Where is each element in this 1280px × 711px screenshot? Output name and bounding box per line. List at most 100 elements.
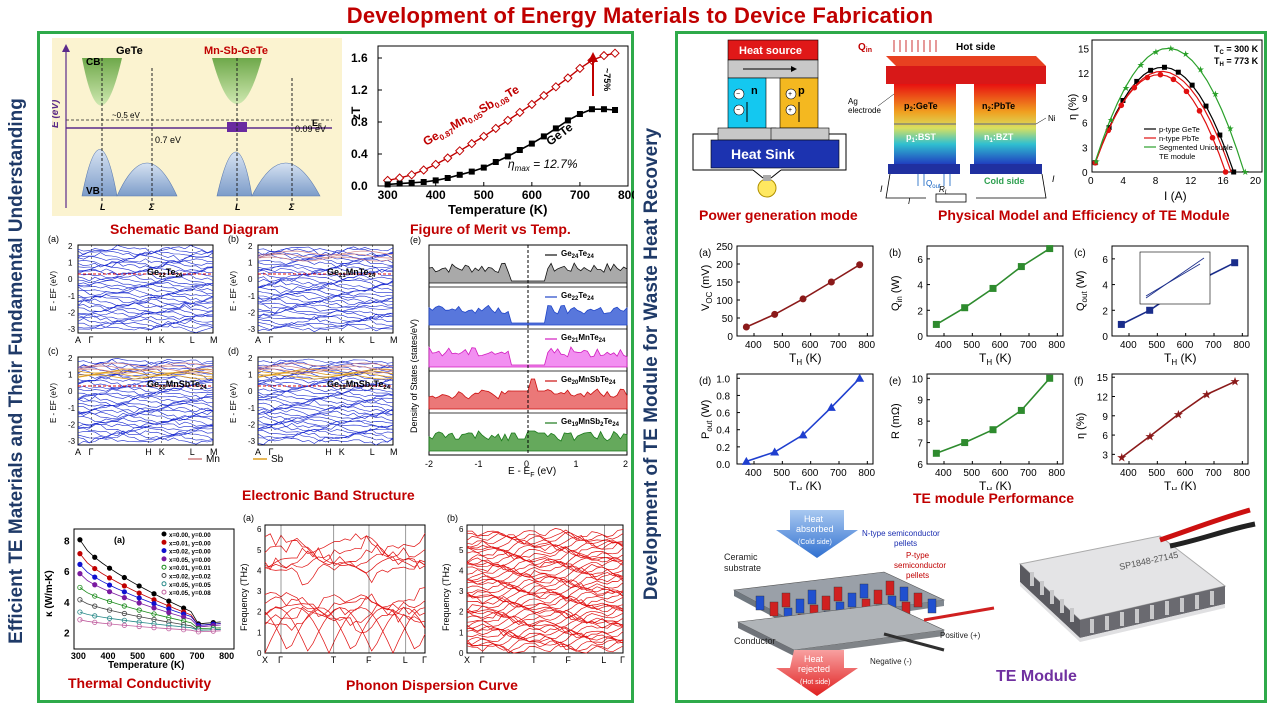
- vb-label: VB: [86, 186, 100, 197]
- perf-xtick-label: 600: [992, 340, 1009, 351]
- efficiency-marker: ★: [1122, 83, 1130, 93]
- band-panel-compound: Ge20MnSbTe24: [147, 379, 207, 391]
- perf-chart: (f) 400 500 600 700 800 3 6 9 12 15 ★ ★ ★ ★ ★ η (%) TH (K…: [1074, 373, 1250, 490]
- band-line: [257, 319, 394, 327]
- thermal-xtick-label: 500: [130, 651, 145, 661]
- band-ytick-label: 1: [68, 371, 73, 380]
- perf-xtick-label: 600: [802, 340, 819, 351]
- efficiency-line: [1094, 47, 1245, 173]
- perf-chart-tag: (a): [699, 248, 711, 259]
- band-line: [77, 283, 214, 291]
- band-ylabel: E - EF (eV): [49, 383, 58, 423]
- perf-xtick-label: 400: [935, 340, 952, 351]
- band-line: [257, 359, 394, 368]
- zt-marker-a: [443, 153, 453, 163]
- mn-band: [77, 365, 214, 371]
- band-ytick-label: 2: [248, 354, 253, 363]
- phonon-kpoint-label: X: [464, 655, 470, 665]
- band-line: [77, 314, 213, 323]
- band-line: [77, 279, 214, 287]
- k-point-label: L: [190, 335, 195, 345]
- zt-marker-b: [492, 159, 499, 165]
- efficiency-marker: ★: [1226, 123, 1234, 133]
- perf-chart: (e) 400 500 600 700 800 6 7 8 9 10 R (mΩ) TH (K): [889, 373, 1065, 490]
- phonon-ytick-label: 6: [459, 525, 464, 534]
- perf-xtick-label: 700: [830, 468, 847, 479]
- zt-marker-a: [527, 99, 537, 110]
- band-line: [77, 246, 214, 256]
- perf-ytick-label: 0: [917, 332, 923, 343]
- eff-ylabel: η (%): [1068, 94, 1079, 120]
- svg-text:Qin: Qin: [858, 42, 872, 54]
- perf-ylabel: η (%): [1075, 413, 1087, 439]
- thermal-legend-label: x=0.05, y=0.08: [169, 590, 211, 597]
- perf-xtick-label: 800: [1233, 468, 1250, 479]
- band-diagram: E (eV) CB VB GeTe Mn-Sb-GeTe EF ~0.5 eV …: [52, 38, 342, 216]
- band-ytick-label: 0: [68, 275, 73, 284]
- thermal-marker: [77, 537, 83, 543]
- perf-xtick-label: 800: [858, 340, 875, 351]
- perf-ytick-label: 0.0: [716, 460, 730, 471]
- band-line: [77, 263, 214, 273]
- mn-band: [257, 250, 394, 256]
- sb-band: [77, 374, 214, 380]
- band-line: [257, 274, 394, 282]
- pellet: [833, 586, 843, 602]
- band-line: [77, 397, 214, 407]
- dos-row-label: Ge21MnTe24: [561, 333, 606, 344]
- svg-text:Heat: Heat: [804, 514, 824, 524]
- zt-marker-b: [456, 171, 463, 178]
- phonon-ytick-label: 0: [459, 649, 464, 658]
- ef-label: E: [312, 118, 318, 128]
- k-point-label: L: [190, 447, 195, 457]
- gete-label: GeTe: [116, 45, 143, 57]
- svg-text:pellets: pellets: [906, 571, 929, 580]
- thermal-ytick-label: 4: [64, 598, 70, 609]
- te-module-diagram: Heat absorbed (Cold side) Heat rejected …: [724, 510, 995, 696]
- perf-chart: (b) 400 500 600 700 800 0 2 4 6 Qin (W) TH (K): [889, 245, 1065, 367]
- perf-marker: [1046, 374, 1054, 382]
- band-line: [257, 294, 394, 304]
- band-line: [78, 323, 214, 333]
- band-ytick-label: 2: [248, 242, 253, 251]
- perf-xlabel: TH (K): [789, 351, 821, 367]
- perf-ylabel: Pout (W): [700, 400, 714, 439]
- thermal-legend-label: x=0.00, y=0.00: [169, 532, 211, 539]
- band-line: [77, 395, 214, 405]
- pellet: [795, 598, 805, 614]
- thermal-line: [79, 619, 221, 633]
- zt-xtick-label: 300: [378, 188, 398, 202]
- mn-band: [257, 253, 394, 259]
- perf-ylabel: Qin (W): [890, 275, 904, 311]
- perf-marker: [827, 278, 835, 286]
- perf-marker: [1146, 306, 1154, 314]
- k-point-label: M: [390, 335, 398, 345]
- band-panel: (d) A Γ H K L M 2 1 0 -1 -2 -3 E - EF (eV) Ge19MnSb2Te…: [228, 346, 398, 457]
- phonon-kpoint-label: Γ: [422, 655, 427, 665]
- phonon-branch: [466, 577, 624, 589]
- band-ytick-label: -1: [68, 292, 76, 301]
- band-ytick-label: 1: [68, 259, 73, 268]
- perf-xtick-label: 500: [963, 468, 980, 479]
- band-line: [77, 409, 214, 420]
- band-line: [77, 308, 214, 316]
- band-line: [257, 269, 393, 276]
- svg-text:Negative (-): Negative (-): [870, 657, 912, 666]
- thermal-legend-marker: [161, 564, 167, 570]
- band-line: [257, 300, 394, 310]
- zt-marker-a: [479, 131, 489, 142]
- svg-text:semiconductor: semiconductor: [894, 561, 946, 570]
- zt-eta: ηmax = 12.7%: [508, 157, 578, 173]
- dos-curve: [428, 345, 628, 368]
- band-line: [77, 385, 214, 393]
- k-point-label: H: [325, 447, 332, 457]
- perf-xtick-label: 700: [1205, 468, 1222, 479]
- thermal-line: [79, 539, 221, 625]
- legend-sb: Sb: [271, 454, 284, 465]
- phonon-branch: [467, 528, 624, 541]
- zt-xtick-label: 700: [570, 188, 590, 202]
- band-line: [77, 430, 214, 438]
- perf-xtick-label: 600: [802, 468, 819, 479]
- band-line: [77, 288, 214, 297]
